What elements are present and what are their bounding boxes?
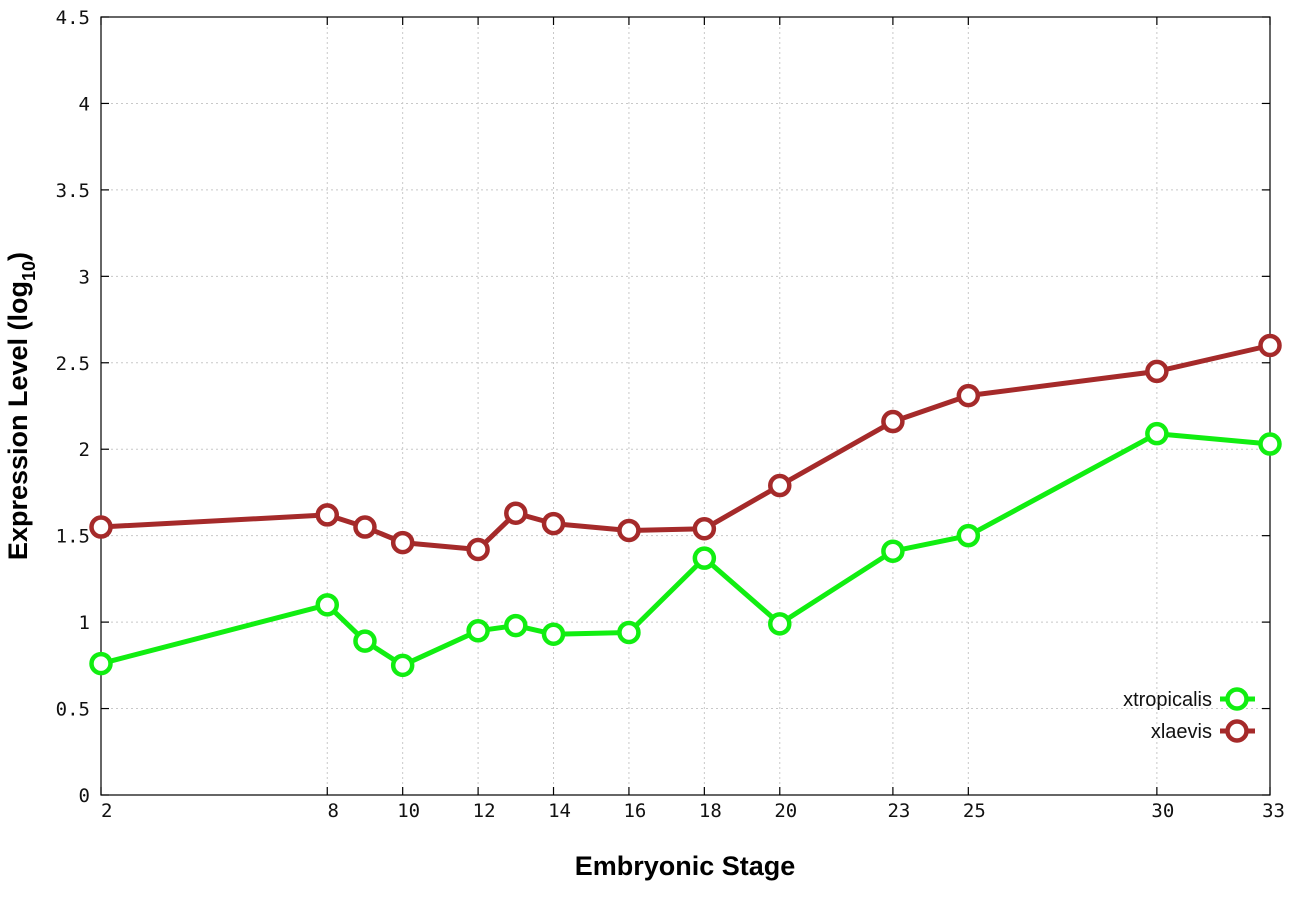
y-tick-label: 0 [79,785,90,807]
data-point [1145,421,1169,446]
data-point [390,653,415,678]
axis-ticks: 0 0.5 1 1.5 2 2.5 3 3.5 4 4.5 2 8 10 12 14 16 18 20 23 25 30… [56,7,1285,822]
data-point [617,620,641,645]
series [89,333,1282,678]
x-tick-label: 20 [774,800,797,822]
series-line [100,343,1271,552]
legend-swatch-marker [1225,687,1249,711]
x-tick-label: 30 [1151,800,1174,822]
x-tick-label: 8 [328,800,339,822]
y-tick-label: 4.5 [56,7,90,29]
data-point [466,619,490,643]
y-tick-label: 2.5 [56,353,90,375]
x-axis-title: Embryonic Stage [575,851,796,881]
data-point [89,515,113,539]
y-axis-title-end: ) [3,252,33,261]
data-point [315,503,340,527]
data-point [1258,432,1282,456]
data-point [504,501,528,525]
data-point [956,383,981,408]
x-tick-label: 10 [397,800,420,822]
x-tick-label: 25 [963,800,986,822]
series-xtropicalis [89,421,1282,678]
data-point [1145,359,1169,384]
x-tick-label: 14 [548,800,571,822]
x-tick-label: 18 [699,800,722,822]
data-point [692,517,717,541]
x-tick-label: 33 [1262,800,1285,822]
data-point [353,629,377,653]
data-point [617,518,641,543]
grid [101,17,1270,795]
legend-swatch-marker [1225,719,1249,743]
y-tick-label: 1.5 [56,526,90,548]
data-point [768,473,792,498]
plot-frame [100,16,1271,796]
data-point [956,523,981,548]
y-tick-label: 3.5 [56,180,90,202]
data-point [1258,333,1282,358]
y-axis-title-main: Expression Level (log [3,281,33,560]
data-point [89,651,113,676]
y-axis-title-subscript: 10 [19,261,39,281]
legend-label: xtropicalis [1123,689,1212,711]
y-tick-label: 0.5 [56,699,90,721]
data-point [881,539,905,563]
data-point [315,593,340,617]
data-point [353,515,377,539]
y-tick-label: 1 [79,612,90,634]
data-point [466,537,490,562]
data-point [541,622,566,646]
data-point [881,409,905,434]
y-tick-label: 2 [79,439,90,461]
x-tick-label: 23 [887,800,910,822]
data-point [390,530,415,555]
x-tick-label: 2 [101,800,112,822]
y-tick-label: 3 [79,266,90,288]
x-tick-label: 12 [473,800,496,822]
data-point [692,546,717,570]
data-point [504,613,528,638]
data-point [768,612,792,636]
y-axis-title: Expression Level (log10) [3,252,39,560]
legend: xtropicalis xlaevis [1123,687,1255,743]
legend-label: xlaevis [1151,721,1212,743]
y-tick-label: 4 [79,93,90,115]
series-line [100,431,1271,668]
x-tick-label: 16 [623,800,646,822]
series-xlaevis [89,333,1282,562]
data-point [541,511,566,536]
